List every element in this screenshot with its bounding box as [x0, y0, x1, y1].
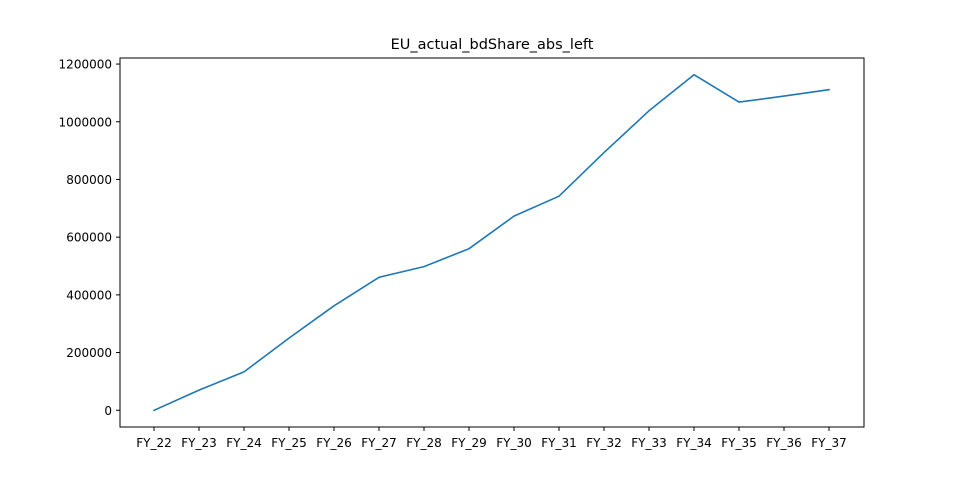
x-tick-label: FY_32	[586, 436, 622, 450]
x-tick-label: FY_29	[451, 436, 487, 450]
x-tick-label: FY_36	[766, 436, 802, 450]
x-tick-label: FY_31	[541, 436, 577, 450]
y-tick-label: 400000	[66, 288, 112, 302]
x-tick-label: FY_30	[496, 436, 532, 450]
x-tick-label: FY_23	[181, 436, 217, 450]
y-tick-label: 200000	[66, 346, 112, 360]
y-tick-label: 600000	[66, 231, 112, 245]
x-axis: FY_22 FY_23 FY_24 FY_25 FY_26 FY_27 FY_28 FY_29…	[136, 427, 847, 450]
x-tick-label: FY_35	[721, 436, 757, 450]
x-tick-label: FY_37	[811, 436, 847, 450]
x-tick-label: FY_34	[676, 436, 712, 450]
x-tick-label: FY_28	[406, 436, 442, 450]
y-tick-label: 0	[104, 404, 112, 418]
x-tick-label: FY_24	[226, 436, 262, 450]
y-axis: 0 200000 400000 600000 800000 1000000 1200000	[59, 58, 120, 418]
series-layer	[152, 73, 830, 412]
plot-frame	[119, 57, 865, 428]
y-tick-label: 800000	[66, 173, 112, 187]
x-tick-label: FY_27	[361, 436, 397, 450]
x-tick-label: FY_22	[136, 436, 172, 450]
chart-title: EU_actual_bdShare_abs_left	[391, 37, 594, 53]
x-tick-label: FY_26	[316, 436, 352, 450]
y-tick-label: 1200000	[59, 58, 112, 72]
y-tick-label: 1000000	[59, 115, 112, 129]
x-tick-label: FY_33	[631, 436, 667, 450]
x-tick-label: FY_25	[271, 436, 307, 450]
series-line	[152, 73, 830, 412]
